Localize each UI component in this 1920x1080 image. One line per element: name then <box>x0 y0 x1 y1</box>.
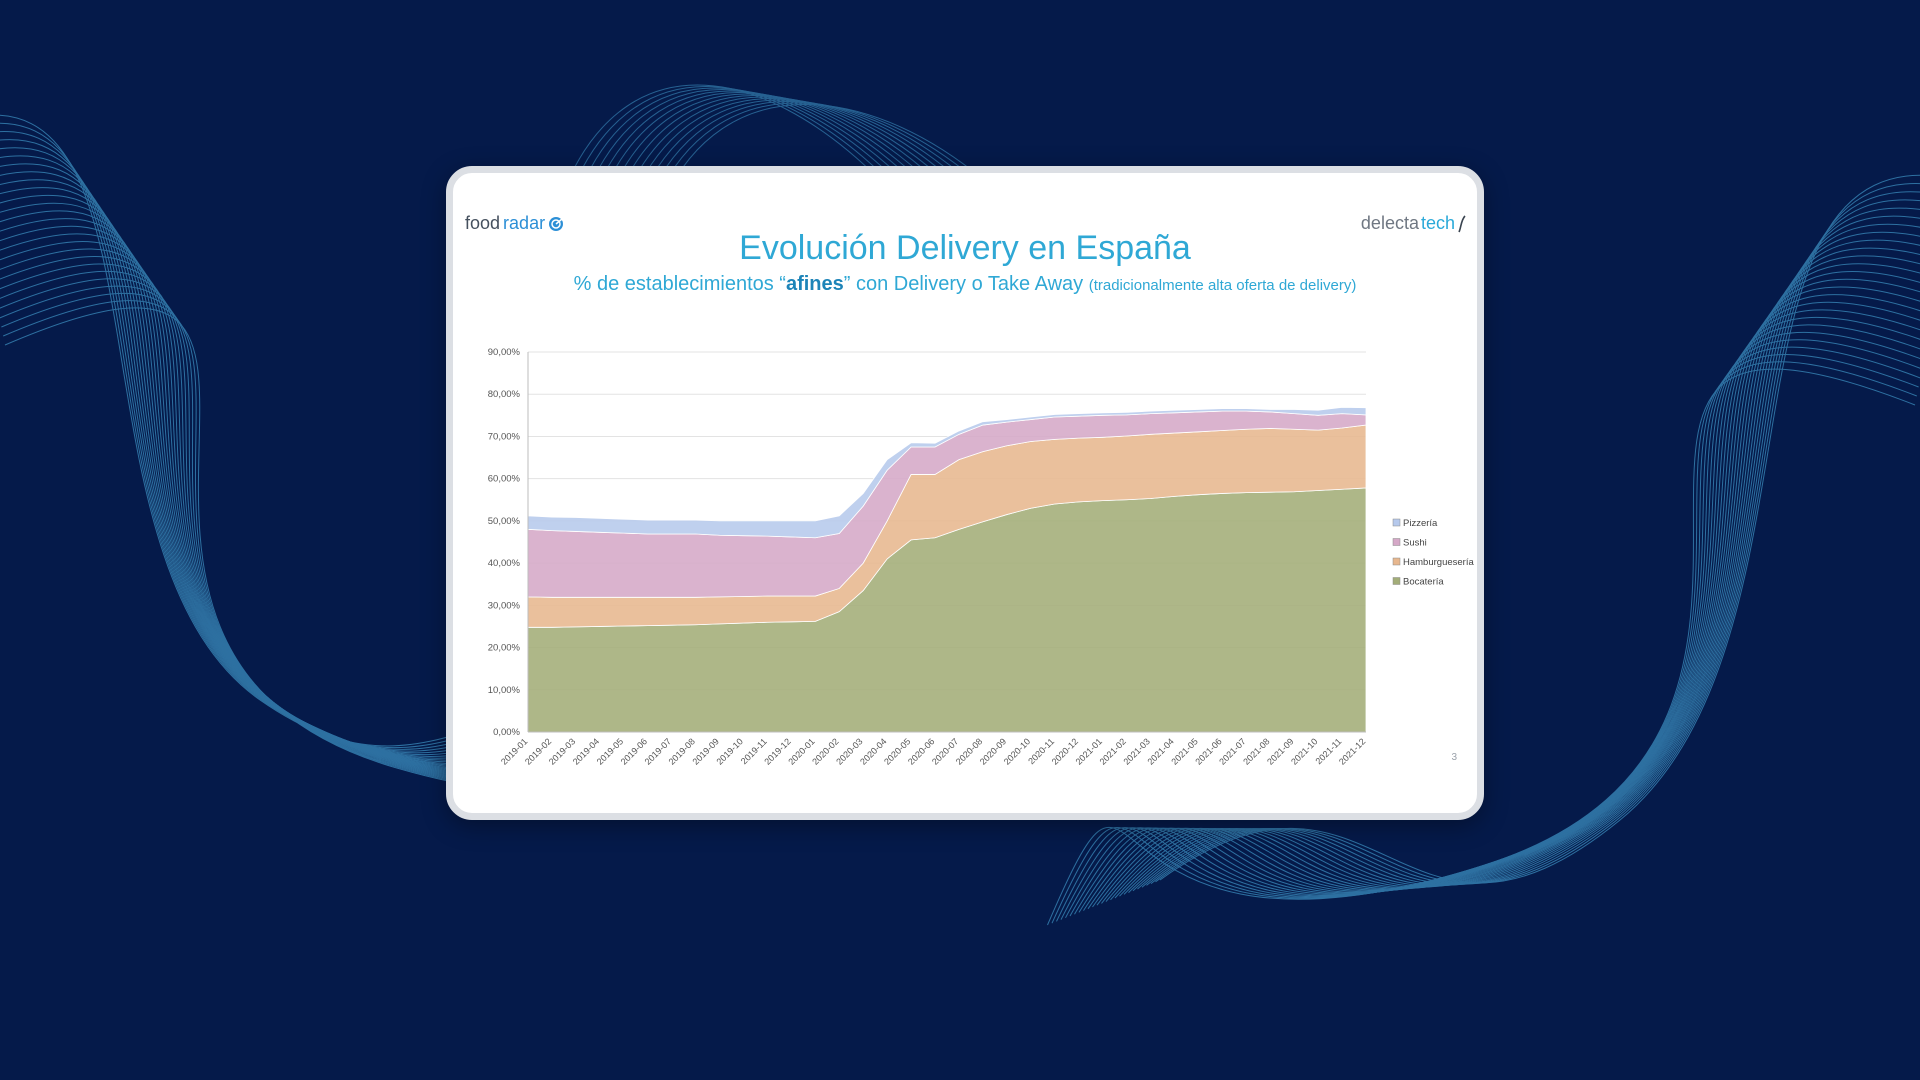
wave-line <box>1092 294 1920 908</box>
wave-line <box>559 84 881 201</box>
wave-line <box>1083 309 1920 911</box>
y-tick-label: 80,00% <box>488 389 521 400</box>
leaf-icon <box>1458 214 1466 232</box>
y-tick-label: 40,00% <box>488 558 521 569</box>
legend-label: Hamburguesería <box>1403 557 1474 568</box>
slide-subtitle: % de establecimientos “afines” con Deliv… <box>453 273 1477 296</box>
legend-label: Pizzería <box>1403 518 1438 529</box>
wave-lines-top <box>559 84 985 201</box>
logo-left-text: food <box>465 213 501 233</box>
delectatech-logo: delecta tech <box>1361 213 1467 234</box>
subtitle-middle: ” con Delivery o Take Away <box>843 273 1084 295</box>
wave-line <box>599 92 921 201</box>
legend-label: Bocatería <box>1403 577 1444 588</box>
subtitle-emphasis: afines <box>785 273 844 295</box>
legend-swatch <box>1392 518 1401 527</box>
x-tick-label: 2020-10 <box>1002 736 1032 766</box>
foodradar-logo: food radar <box>465 213 564 234</box>
legend-swatch <box>1392 577 1401 585</box>
chart-legend: Pizzería Sushi Hamburguesería Bocatería <box>1392 518 1474 588</box>
y-tick-label: 10,00% <box>488 685 521 696</box>
logo-right-text: delecta <box>1360 213 1419 233</box>
wave-line <box>1137 215 1920 890</box>
area-series <box>527 406 1367 539</box>
radar-icon <box>549 216 564 231</box>
wave-line <box>575 87 897 201</box>
wave-line <box>655 102 977 201</box>
wave-line <box>663 104 985 201</box>
y-tick-label: 0,00% <box>493 727 520 738</box>
legend-label: Sushi <box>1403 538 1427 549</box>
x-tick-label: 2019-10 <box>714 736 744 766</box>
wave-lines-right <box>1047 174 1920 926</box>
logo-right-accent: tech <box>1420 213 1455 233</box>
y-tick-label: 20,00% <box>488 643 521 654</box>
y-tick-label: 90,00% <box>488 347 521 358</box>
wave-line <box>607 93 929 201</box>
wave-line <box>1150 191 1920 885</box>
wave-line <box>591 90 913 201</box>
x-tick-label: 2021-10 <box>1289 736 1319 766</box>
wave-line <box>1047 368 1916 926</box>
x-tick-label: 2021-12 <box>1337 736 1367 766</box>
legend-swatch <box>1392 538 1401 546</box>
subtitle-note: (tradicionalmente alta oferta de deliver… <box>1088 277 1357 294</box>
stacked-area-chart: 0,00% 10,00% 20,00% 30,00% 40,00% 50,00% 60,00… <box>488 347 1475 767</box>
y-tick-label: 70,00% <box>488 431 521 442</box>
wave-line <box>1146 199 1920 886</box>
legend-swatch <box>1392 557 1401 566</box>
page-number: 3 <box>1451 752 1457 763</box>
y-tick-label: 60,00% <box>488 474 521 485</box>
y-tick-label: 50,00% <box>488 516 521 527</box>
wave-line <box>567 86 889 201</box>
wave-line <box>1159 174 1920 884</box>
wave-line <box>1123 239 1920 895</box>
wave-line <box>615 95 937 201</box>
wave-line <box>631 98 953 201</box>
subtitle-prefix: % de establecimientos “ <box>573 273 786 295</box>
wave-line <box>647 101 969 201</box>
wave-line <box>639 99 961 201</box>
y-tick-label: 30,00% <box>488 600 521 611</box>
logo-left-accent: radar <box>503 213 546 233</box>
wave-line <box>623 96 945 201</box>
slide-frame: food radar delecta tech Evolución Delivery… <box>446 166 1484 820</box>
wave-line <box>583 89 905 201</box>
slide-title: Evolución Delivery en España <box>739 229 1191 267</box>
